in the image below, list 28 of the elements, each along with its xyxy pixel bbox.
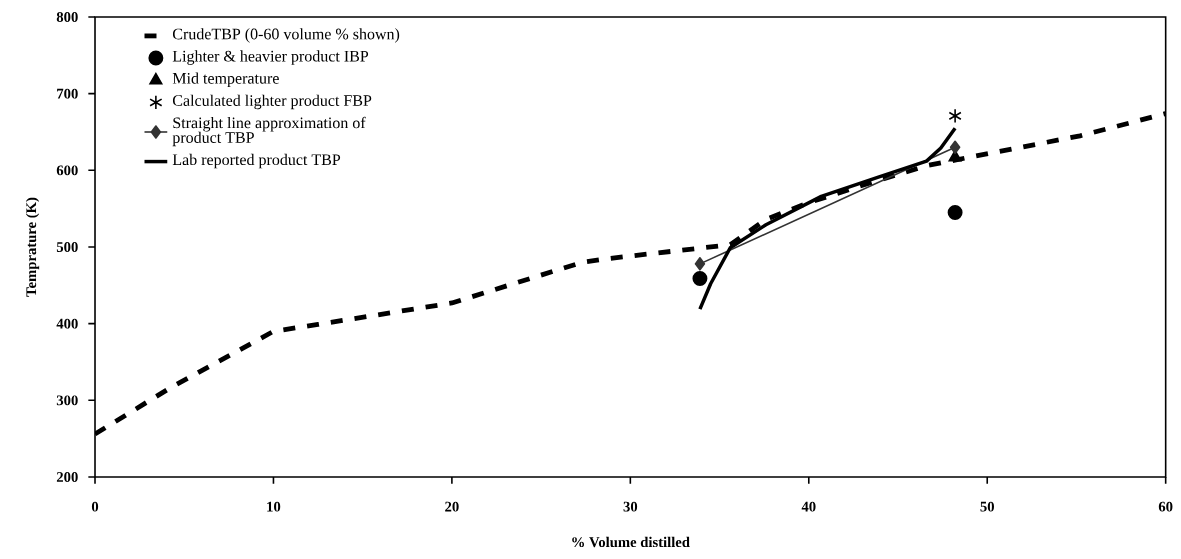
point [948,108,962,124]
legend-label: Mid temperature [172,72,279,87]
x-tick-label: 30 [623,501,638,512]
x-tick-label: 60 [1158,501,1173,512]
legend-label: Lab reported product TBP [172,153,341,169]
x-tick-label: 10 [267,501,281,512]
y-tick-label: 200 [56,472,78,482]
y-axis-title: Temprature (K) [25,197,40,297]
legend-label: Lighter & heavier product IBP [172,50,369,65]
y-tick-label: 600 [56,165,78,176]
y-tick-label: 800 [56,12,78,22]
point [947,205,963,220]
x-axis-title: % Volume distilled [572,536,690,548]
point [692,270,708,286]
y-tick-label: 300 [56,395,78,406]
x-tick-label: 50 [980,501,994,512]
x-tick-label: 20 [445,501,459,512]
point [949,140,961,155]
y-tick-label: 700 [57,88,78,99]
legend-label: CrudeTBP (0-60 volume % shown) [172,28,400,43]
x-tick-label: 0 [91,501,99,512]
y-tick-label: 500 [56,242,78,252]
y-tick-label: 400 [56,318,78,329]
legend-label: Calculated lighter product FBP [172,94,372,110]
legend-label: Straight line approximation of product TBP [172,116,366,147]
point [694,257,706,271]
line-series [698,126,957,311]
x-tick-label: 40 [801,501,816,512]
